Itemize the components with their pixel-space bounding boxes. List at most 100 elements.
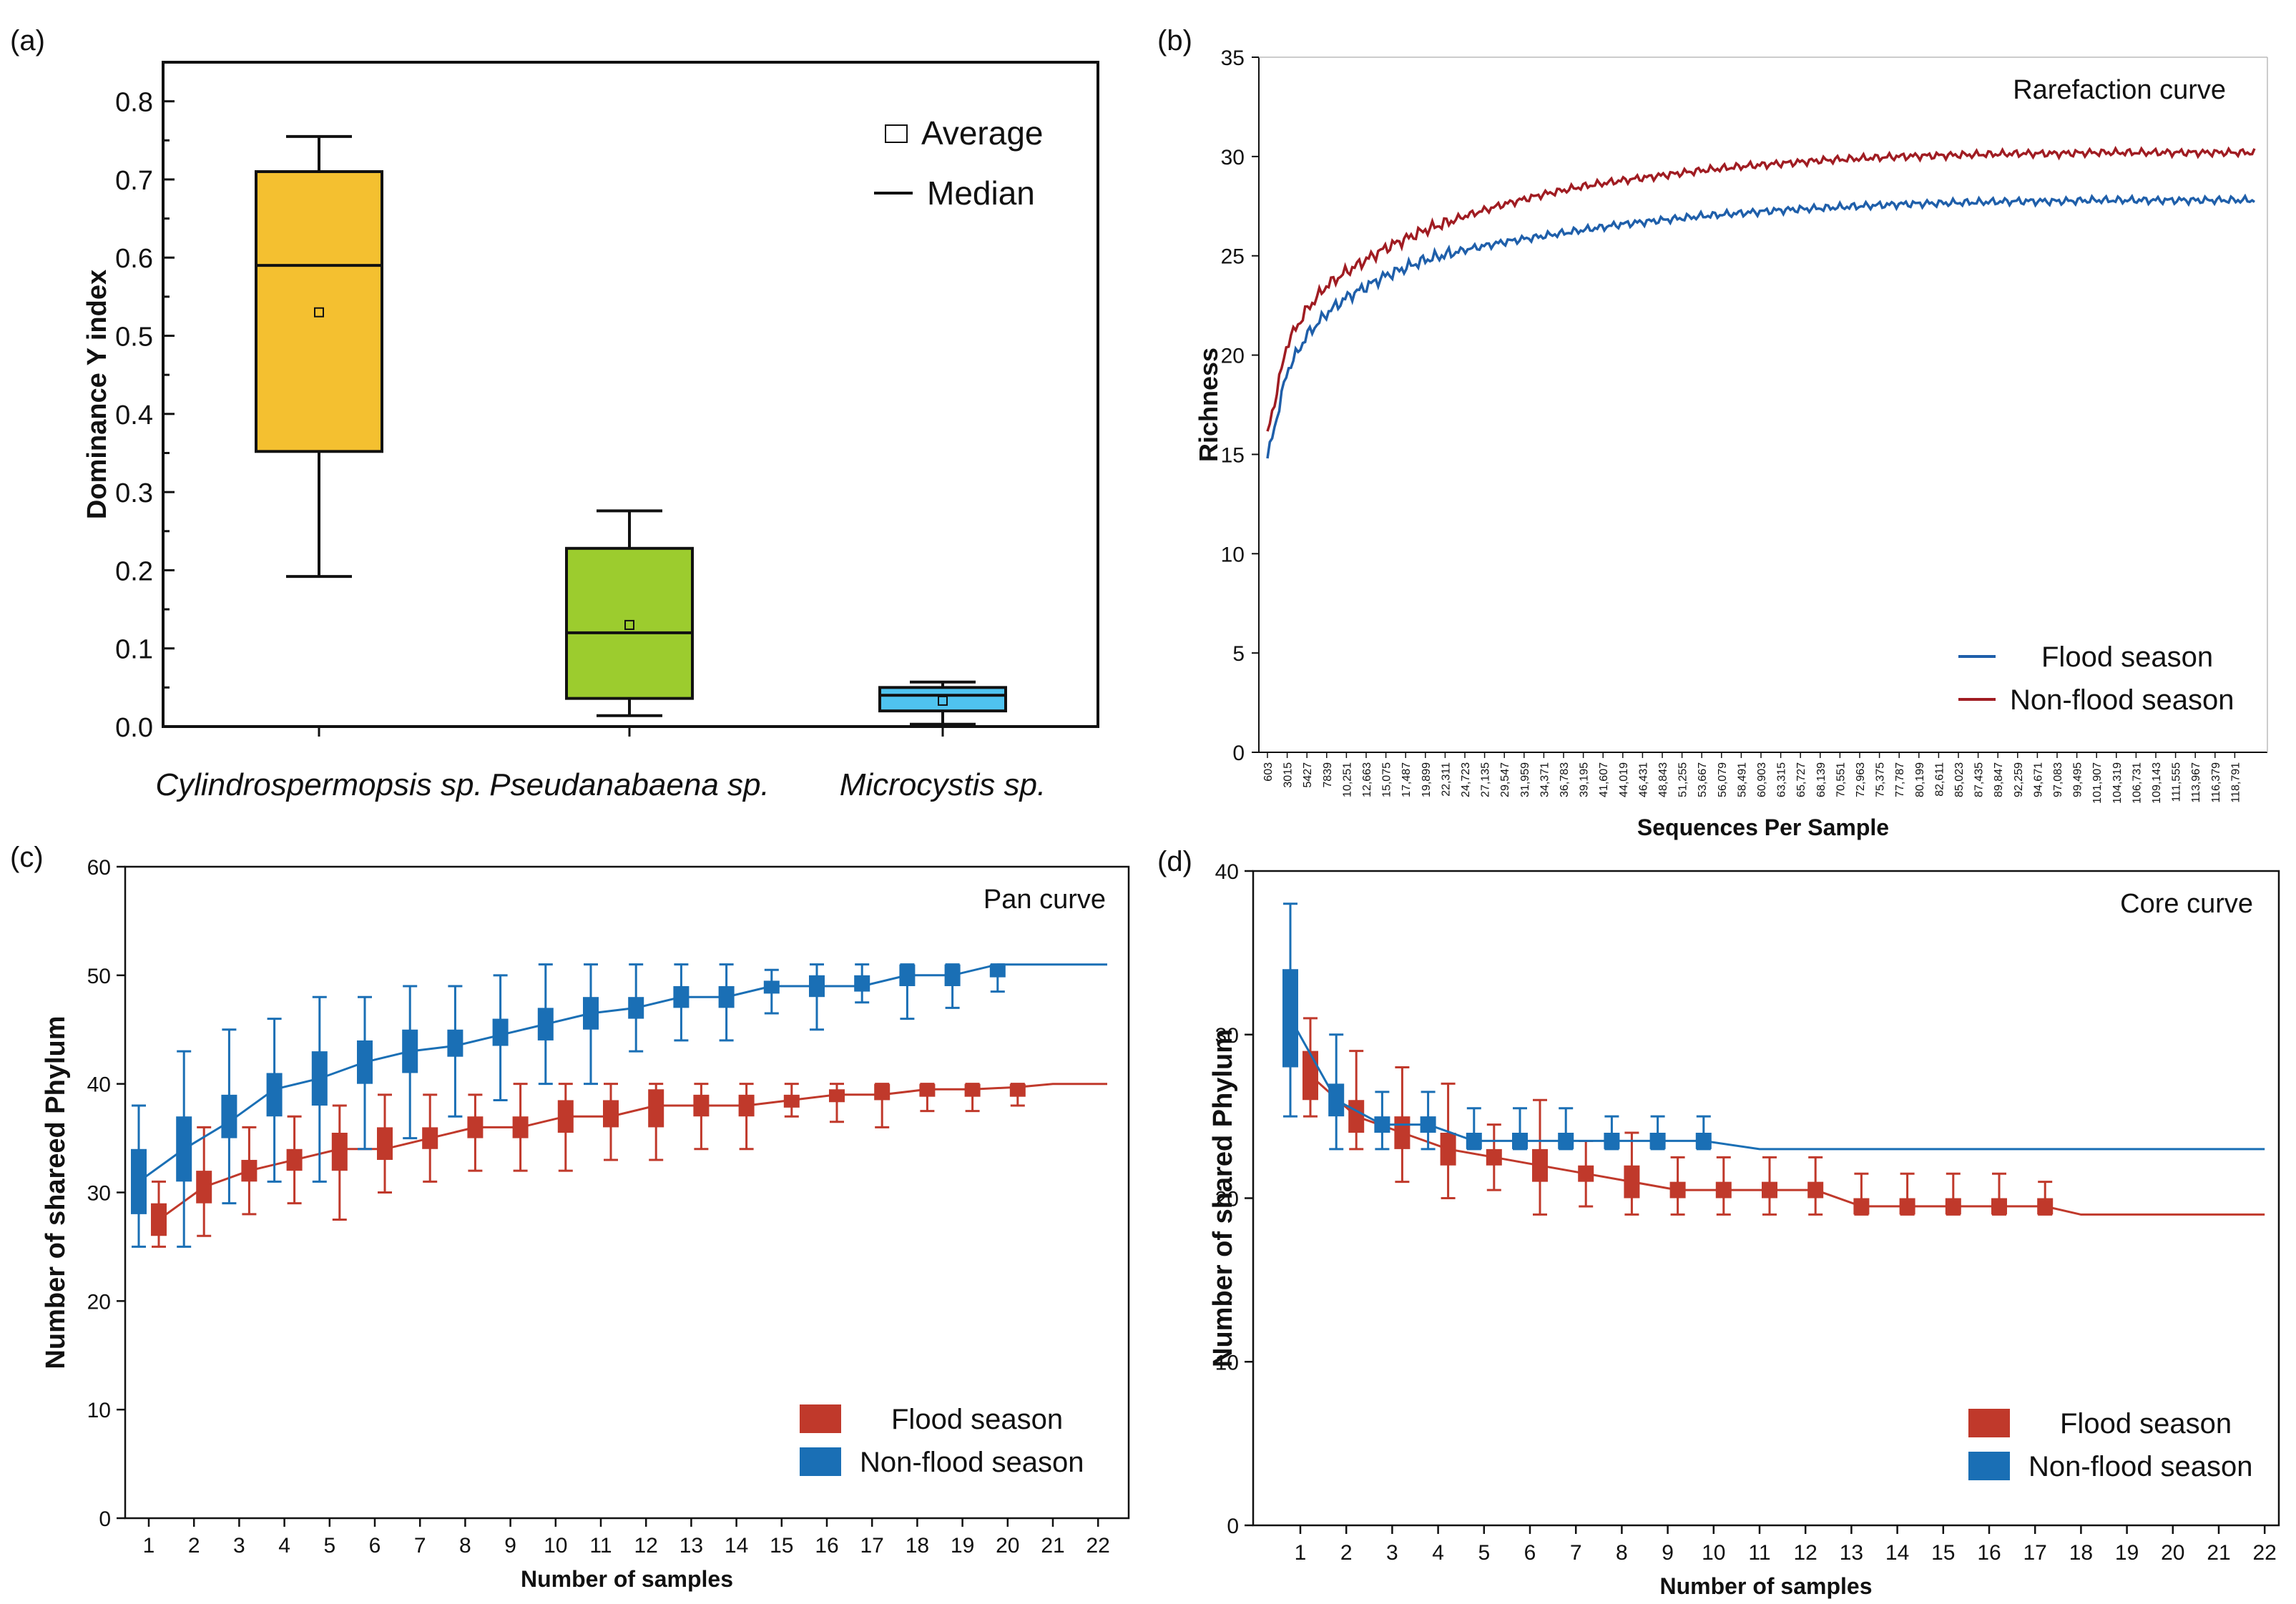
box-c-nonflood: [583, 997, 599, 1030]
x-tick-label-c: 13: [680, 1534, 703, 1558]
chart-title-c: Pan curve: [983, 885, 1106, 915]
box-c-flood: [919, 1083, 936, 1097]
x-tick-label-d: 15: [1931, 1541, 1955, 1565]
x-tick-label-b: 603: [1262, 762, 1275, 782]
y-tick-label-c: 40: [87, 1073, 111, 1097]
median-line-nonflood: [1289, 1018, 2265, 1151]
mean-marker: [314, 307, 324, 318]
x-tick-label-b: 56,079: [1717, 762, 1729, 797]
y-axis-label-c: Number of shareed Phylum: [41, 1015, 71, 1369]
x-tick-label-b: 48,843: [1657, 762, 1669, 797]
chart-title-d: Core curve: [2120, 889, 2253, 919]
box-c-flood: [331, 1132, 348, 1171]
box-d-flood: [1853, 1198, 1870, 1215]
box-c-flood: [557, 1100, 574, 1133]
x-tick-label-d: 9: [1662, 1541, 1674, 1565]
box-c-nonflood: [718, 986, 735, 1008]
x-tick-label-b: 92,259: [2013, 762, 2025, 797]
y-tick-label-a: 0.7: [115, 166, 153, 196]
x-tick-label-b: 99,495: [2072, 762, 2084, 797]
x-tick-label-b: 7839: [1322, 762, 1334, 788]
box-c-nonflood: [131, 1148, 147, 1214]
y-tick-label-c: 10: [87, 1399, 111, 1422]
x-tick-label-c: 20: [996, 1534, 1019, 1558]
box-2: [565, 546, 694, 700]
box-d-flood: [1348, 1100, 1365, 1133]
x-tick-label-c: 7: [414, 1534, 426, 1558]
x-tick-label-b: 12,663: [1361, 762, 1373, 797]
y-tick-label-b: 15: [1221, 443, 1245, 467]
box-c-nonflood: [944, 964, 961, 987]
y-tick-label-a: 0.3: [115, 478, 153, 508]
x-tick-label-d: 5: [1478, 1541, 1490, 1565]
y-tick-label-a: 0.8: [115, 88, 153, 118]
box-c-nonflood: [537, 1008, 554, 1040]
box-c-nonflood: [402, 1029, 418, 1073]
x-tick-label-d: 18: [2069, 1541, 2093, 1565]
x-tick-label-c: 14: [725, 1534, 748, 1558]
x-tick-label-b: 53,667: [1697, 762, 1709, 797]
x-tick-label-d: 13: [1840, 1541, 1863, 1565]
x-tick-label-b: 17,487: [1400, 762, 1413, 797]
x-tick-label-b: 31,959: [1519, 762, 1531, 797]
box-d-nonflood: [1420, 1116, 1436, 1133]
y-tick-label-b: 35: [1221, 46, 1245, 70]
x-tick-label-b: 36,783: [1559, 762, 1571, 797]
legend-flood-label-c: Flood season: [891, 1404, 1063, 1435]
x-tick-label-d: 21: [2207, 1541, 2230, 1565]
x-tick-label-c: 9: [504, 1534, 516, 1558]
y-tick-label-a: 0.4: [115, 400, 153, 430]
x-tick-label-c: 5: [323, 1534, 335, 1558]
x-tick-label-b: 51,255: [1677, 762, 1689, 797]
y-tick-label-c: 0: [99, 1507, 111, 1531]
x-category-label-a: Pseudanabaena sp.: [489, 767, 769, 802]
x-tick-label-b: 87,435: [1973, 762, 1986, 797]
box-d-flood: [1532, 1148, 1548, 1182]
box-d-flood: [1945, 1198, 1961, 1215]
x-tick-label-b: 97,083: [2052, 762, 2064, 797]
x-tick-label-b: 60,903: [1756, 762, 1768, 797]
box-c-nonflood: [447, 1029, 463, 1057]
box-d-nonflood: [1512, 1133, 1528, 1149]
x-axis-label-d: Number of samples: [1660, 1573, 1873, 1599]
box-c-flood: [241, 1159, 257, 1182]
x-axis-label-b: Sequences Per Sample: [1637, 815, 1889, 840]
box-c-flood: [1009, 1083, 1026, 1097]
x-tick-label-b: 29,547: [1499, 762, 1511, 797]
y-tick-label-d: 20: [1215, 1188, 1239, 1211]
x-tick-label-c: 10: [544, 1534, 567, 1558]
box-d-flood: [1715, 1181, 1732, 1199]
box-d-nonflood: [1282, 969, 1298, 1068]
x-tick-label-b: 10,251: [1341, 762, 1353, 797]
x-tick-label-c: 8: [459, 1534, 471, 1558]
y-axis-label-a: Dominance Y index: [82, 270, 112, 519]
box-c-nonflood: [854, 975, 870, 992]
y-tick-label-b: 10: [1221, 543, 1245, 566]
box-c-flood: [603, 1100, 619, 1128]
y-tick-label-b: 5: [1232, 642, 1245, 666]
box-d-flood: [1486, 1148, 1502, 1166]
box-c-flood: [648, 1089, 664, 1128]
mean-marker: [624, 619, 634, 630]
x-tick-label-c: 18: [906, 1534, 929, 1558]
x-tick-label-b: 109,143: [2151, 762, 2163, 804]
legend-nonflood-label-d: Non-flood season: [2028, 1451, 2253, 1482]
legend-average-marker: [885, 124, 908, 143]
legend-flood-label-d: Flood season: [2060, 1408, 2232, 1440]
box-3: [878, 686, 1007, 713]
x-tick-label-b: 82,611: [1933, 762, 1946, 797]
y-tick-label-a: 0.0: [115, 713, 153, 743]
x-tick-label-b: 22,311: [1440, 762, 1452, 797]
x-tick-label-b: 68,139: [1815, 762, 1828, 797]
x-tick-label-d: 16: [1977, 1541, 2001, 1565]
box-c-nonflood: [763, 980, 780, 994]
y-tick-label-b: 0: [1232, 742, 1245, 765]
box-1: [255, 170, 383, 453]
x-tick-label-d: 8: [1616, 1541, 1628, 1565]
x-tick-label-c: 21: [1041, 1534, 1064, 1558]
legend-flood-marker-c: [800, 1404, 841, 1433]
x-tick-label-c: 19: [951, 1534, 974, 1558]
x-tick-label-d: 19: [2115, 1541, 2139, 1565]
box-d-nonflood: [1558, 1133, 1574, 1149]
